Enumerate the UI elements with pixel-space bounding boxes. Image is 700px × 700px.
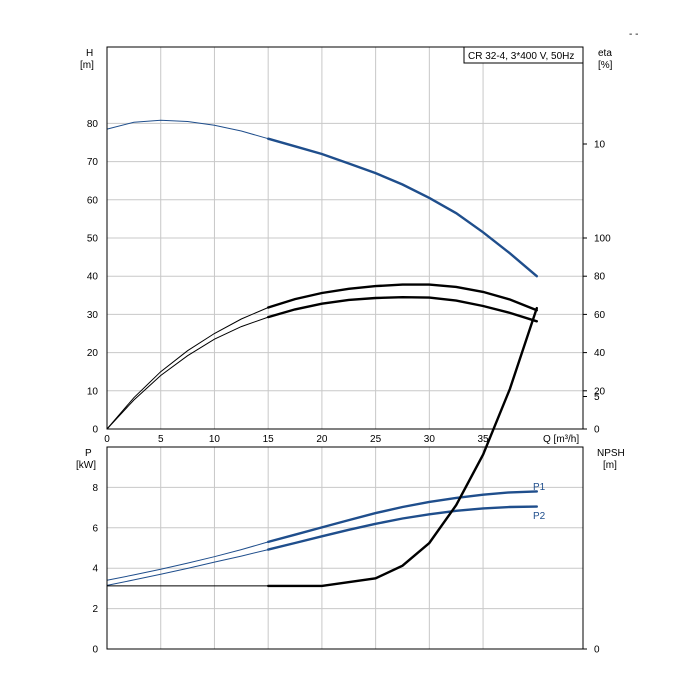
y-right-tick-label: 10 [594,140,606,151]
y-left-tick-label: 4 [92,564,98,575]
p-axis-label: P [85,448,92,459]
y-right-tick-label: 60 [594,310,606,321]
series-duty-line [267,137,538,278]
top-chart-tick-labels: 0 10 20 30 40 50 60 70 80 0 20 40 60 80 100 0 5 10 15 20 25 3… [87,119,611,445]
bottom-chart-frame [106,446,584,650]
y-right-tick-label: 80 [594,272,606,283]
series-duty-line [267,490,538,544]
bottom-chart-grid [107,447,583,649]
y-left-tick-label: 8 [92,483,98,494]
eta-axis-unit: [%] [598,60,613,71]
x-tick-label: 25 [370,434,382,445]
y-left-tick-label: 20 [87,348,99,359]
top-chart-grid [107,47,583,429]
series-duty-line [267,505,538,551]
x-tick-label: 10 [209,434,221,445]
y-left-tick-label: 70 [87,157,99,168]
corner-mark: - - [629,29,638,40]
npsh-axis-label: NPSH [597,448,625,459]
x-tick-label: 5 [158,434,164,445]
x-tick-label: 35 [478,434,490,445]
q-axis-label: Q [m³/h] [543,434,579,445]
power-npsh-chart: 0246805101520 P [kW] NPSH [m] P1 P2 [76,140,625,656]
y-right-tick-label: 40 [594,348,606,359]
x-tick-label: 30 [424,434,436,445]
y-left-tick-label: 60 [87,195,99,206]
y-left-tick-label: 50 [87,234,99,245]
top-chart-series [106,119,538,430]
p1-series-label: P1 [533,482,546,493]
x-tick-label: 15 [263,434,275,445]
y-left-tick-label: 0 [92,645,98,656]
legend-text: CR 32-4, 3*400 V, 50Hz [468,51,574,62]
y-right-tick-label: 20 [594,386,606,397]
p-axis-unit: [kW] [76,460,96,471]
y-left-tick-label: 30 [87,310,99,321]
y-left-tick-label: 0 [92,425,98,436]
series-duty-line [267,306,538,588]
y-left-tick-label: 6 [92,523,98,534]
bottom-chart-series [106,306,538,588]
p2-series-label: P2 [533,511,546,522]
series-duty-line [267,295,538,323]
y-right-tick-label: 100 [594,234,611,245]
h-axis-label: H [86,48,93,59]
x-tick-label: 20 [316,434,328,445]
y-left-tick-label: 10 [87,386,99,397]
legend-box [463,46,584,64]
y-left-tick-label: 40 [87,272,99,283]
h-axis-unit: [m] [80,60,94,71]
y-right-tick-label: 0 [594,645,600,656]
npsh-axis-unit: [m] [603,460,617,471]
y-right-tick-label: 5 [594,392,600,403]
series-duty-line [267,283,538,312]
y-left-tick-label: 80 [87,119,99,130]
y-left-tick-label: 2 [92,604,98,615]
head-efficiency-chart: 0 10 20 30 40 50 60 70 80 0 20 40 60 80 100 0 5 10 15 20 25 3… [80,46,613,445]
x-tick-label: 0 [104,434,110,445]
y-right-tick-label: 0 [594,425,600,436]
eta-axis-label: eta [598,48,612,59]
bottom-chart-tick-labels: 0246805101520 [92,140,606,656]
